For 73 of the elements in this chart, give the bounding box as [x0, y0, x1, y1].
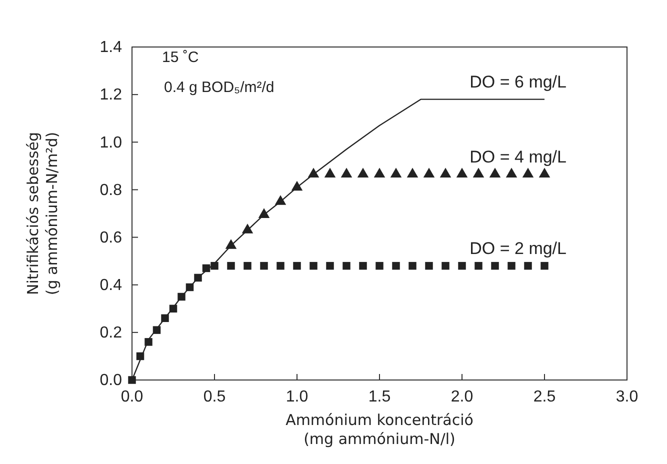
point	[392, 262, 400, 270]
x-tick-label: 0.5	[203, 388, 226, 406]
y-tick-label: 0.4	[100, 276, 122, 294]
point	[423, 168, 435, 178]
y-tick-label: 0.0	[100, 372, 122, 390]
point	[194, 274, 202, 282]
point	[508, 262, 516, 270]
x-tick-label: 2.5	[533, 388, 556, 406]
point	[340, 168, 352, 178]
point	[293, 262, 301, 270]
point	[458, 262, 466, 270]
point	[456, 168, 468, 178]
point	[260, 262, 268, 270]
point	[442, 262, 450, 270]
point	[242, 224, 254, 234]
point	[202, 264, 210, 272]
x-tick-label: 2.0	[450, 388, 474, 406]
annotation: 15 ˚C	[162, 49, 199, 66]
point	[408, 262, 416, 270]
series-label: DO = 2 mg/L	[470, 238, 566, 258]
point	[522, 168, 534, 178]
y-tick-label: 0.6	[100, 229, 122, 246]
point	[474, 262, 482, 270]
point	[276, 262, 284, 270]
point	[258, 208, 270, 218]
point	[225, 239, 237, 249]
x-tick-label: 1.5	[368, 388, 391, 406]
point	[357, 168, 369, 178]
y-tick-label: 1.4	[100, 39, 122, 56]
point	[186, 283, 194, 292]
point	[491, 262, 499, 270]
point	[472, 168, 484, 178]
y-tick-label: 1.2	[100, 86, 122, 104]
series-label: DO = 6 mg/L	[470, 72, 566, 92]
point	[359, 262, 367, 270]
point	[291, 180, 303, 191]
point	[440, 168, 452, 178]
series-label: DO = 4 mg/L	[470, 147, 566, 166]
point	[540, 262, 548, 270]
point	[425, 262, 433, 270]
point	[538, 168, 550, 178]
point	[169, 304, 178, 313]
point	[128, 376, 136, 384]
point	[178, 292, 186, 301]
y-tick-label: 0.2	[100, 324, 122, 342]
point	[324, 168, 336, 178]
point	[161, 314, 169, 322]
point	[406, 168, 418, 178]
point	[227, 262, 235, 270]
x-tick-label: 3.0	[616, 388, 638, 406]
x-axis-title: Ammónium koncentráció (mg ammónium-N/l)	[286, 411, 474, 448]
x-tick-label: 0.0	[120, 388, 144, 406]
point	[342, 262, 350, 270]
point	[326, 262, 334, 270]
y-axis-title: Nitrifikációs sebesség (g ammónium-N/m²d)	[24, 132, 61, 296]
point	[144, 338, 152, 346]
annotation: 0.4 g BOD₅/m²/d	[164, 79, 274, 96]
point	[136, 352, 144, 360]
x-tick-label: 1.0	[286, 388, 308, 406]
point	[274, 195, 286, 205]
point	[244, 262, 252, 270]
y-tick-label: 0.8	[100, 182, 122, 199]
point	[489, 168, 501, 178]
y-tick-label: 1.0	[100, 134, 122, 152]
point	[374, 168, 386, 178]
point	[210, 262, 218, 270]
point	[308, 168, 320, 178]
point	[310, 262, 318, 270]
point	[152, 326, 161, 334]
point	[524, 262, 532, 270]
point	[376, 262, 384, 270]
point	[506, 168, 518, 178]
point	[390, 168, 402, 178]
